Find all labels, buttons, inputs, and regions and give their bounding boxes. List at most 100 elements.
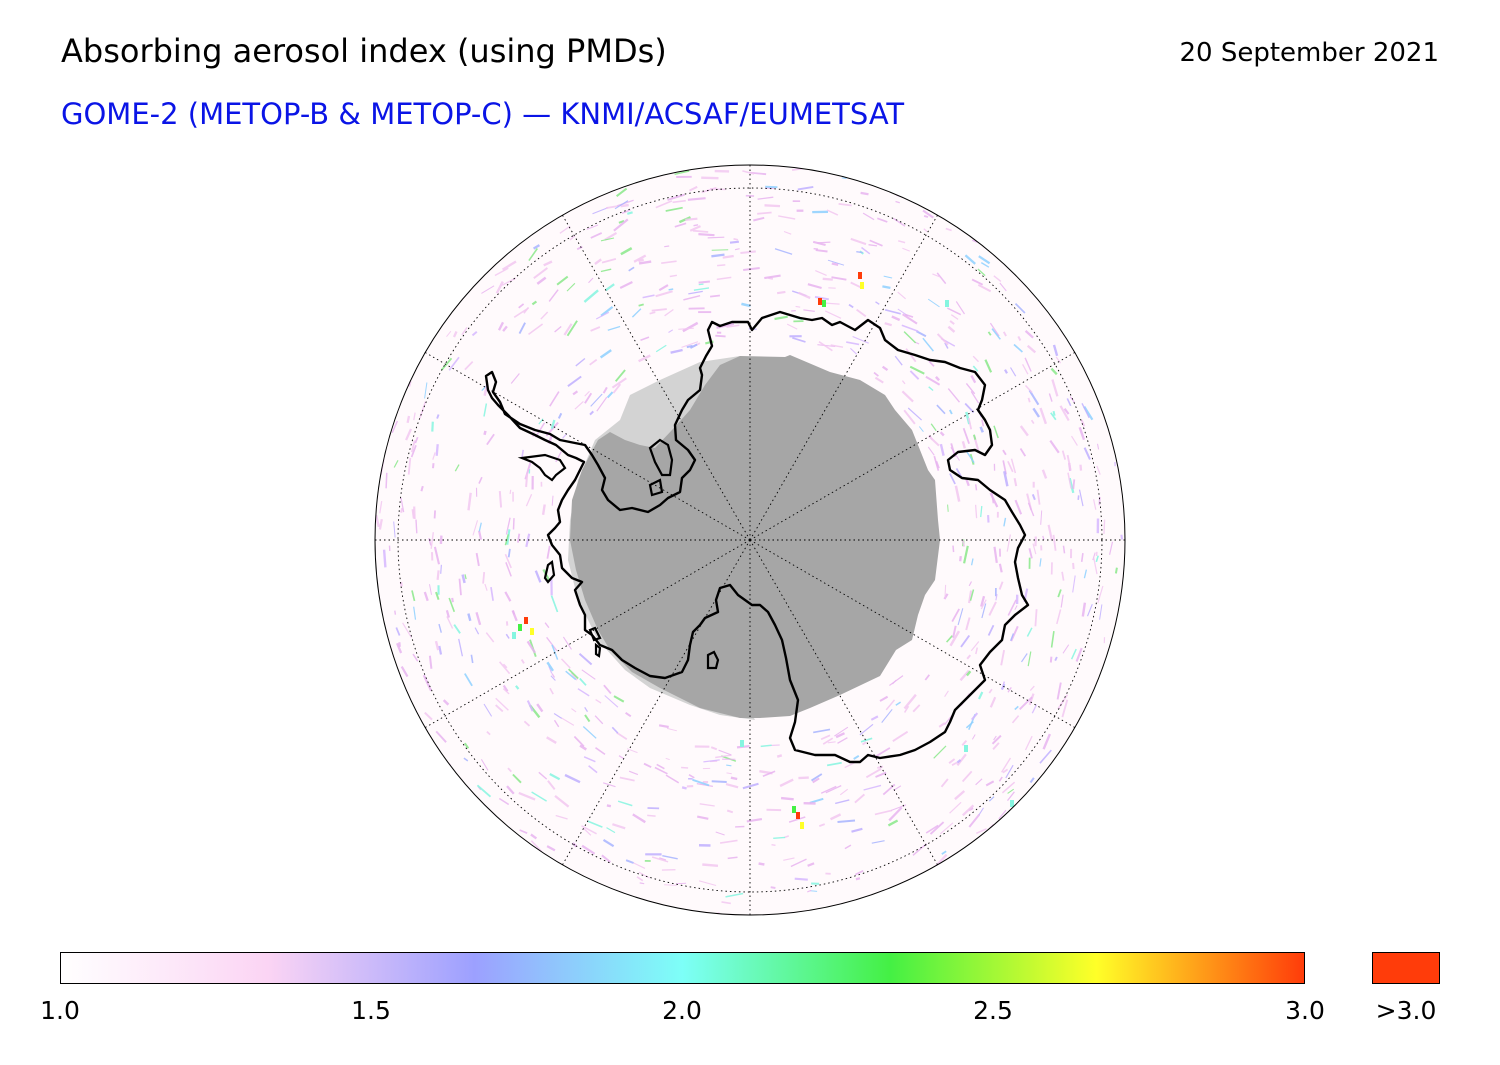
aerosol-streak [949, 320, 955, 325]
aerosol-streak [988, 688, 993, 694]
aerosol-streak [948, 409, 953, 415]
aerosol-streak [616, 731, 628, 740]
aerosol-streak [534, 570, 542, 583]
island [706, 650, 720, 670]
aerosol-streak [438, 645, 443, 655]
aerosol-streak [1029, 685, 1035, 692]
aerosol-streak [1042, 733, 1052, 750]
aerosol-streak [428, 655, 433, 669]
aerosol-streak [783, 857, 795, 861]
aerosol-streak [605, 283, 615, 292]
aerosol-streak [974, 504, 978, 519]
aerosol-streak [726, 809, 734, 814]
aerosol-streak [651, 308, 667, 312]
aerosol-streak [674, 222, 687, 228]
aerosol-streak [551, 495, 554, 506]
aerosol-streak [393, 460, 399, 468]
aerosol-streak [826, 761, 842, 767]
aerosol-streak [961, 539, 966, 547]
aerosol-streak [936, 333, 949, 346]
aerosol-streak [897, 291, 906, 300]
aerosol-streak [885, 699, 896, 711]
aerosol-streak [963, 545, 969, 564]
aerosol-streak [1039, 407, 1048, 425]
aerosol-streak [446, 330, 452, 338]
aerosol-streak [904, 313, 914, 318]
aerosol-streak [1054, 656, 1058, 662]
aerosol-streak [400, 497, 405, 513]
aerosol-streak [826, 209, 839, 216]
aerosol-streak [620, 203, 629, 208]
aerosol-streak [956, 759, 962, 764]
aerosol-streak [848, 303, 854, 309]
aerosol-streak [606, 804, 612, 808]
aerosol-streak [701, 176, 719, 180]
aerosol-streak [687, 197, 706, 201]
aerosol-streak [525, 473, 529, 488]
aerosol-streak [980, 262, 990, 268]
aerosol-streak [566, 282, 576, 292]
aerosol-streak [922, 209, 934, 219]
aerosol-streak [581, 825, 597, 835]
aerosol-streak [715, 754, 732, 759]
aerosol-streak [436, 414, 440, 419]
aerosol-streak [971, 734, 976, 740]
aerosol-streak [948, 758, 956, 764]
aerosol-streak [414, 436, 419, 444]
aerosol-streak [575, 357, 586, 367]
aerosol-streak [774, 315, 788, 321]
aerosol-streak [930, 423, 937, 432]
aerosol-streak [784, 835, 790, 839]
aerosol-streak [668, 329, 674, 333]
aerosol-streak [474, 627, 480, 635]
aerosol-streak [1017, 335, 1022, 341]
aerosol-streak [515, 685, 520, 690]
aerosol-streak [1031, 494, 1036, 501]
aerosol-streak [850, 237, 867, 246]
aerosol-streak [600, 237, 615, 242]
aerosol-streak [1066, 454, 1072, 471]
aerosol-streak [770, 886, 776, 889]
aerosol-streak [555, 814, 568, 820]
aerosol-streak [979, 426, 984, 433]
aerosol-streak [600, 305, 614, 317]
aerosol-hotspot [518, 624, 522, 631]
aerosol-streak [758, 862, 765, 866]
aerosol-streak [970, 375, 977, 384]
aerosol-streak [601, 854, 612, 863]
aerosol-streak [638, 871, 650, 879]
aerosol-streak [928, 360, 935, 367]
aerosol-streak [669, 274, 678, 278]
aerosol-streak [625, 859, 634, 864]
aerosol-streak [579, 744, 587, 751]
aerosol-streak [693, 287, 710, 291]
aerosol-streak [702, 863, 719, 867]
aerosol-streak [928, 386, 934, 392]
aerosol-streak [549, 687, 554, 695]
aerosol-streak [463, 742, 470, 749]
aerosol-streak [1059, 405, 1070, 422]
aerosol-streak [696, 815, 709, 820]
aerosol-streak [822, 277, 833, 281]
aerosol-streaks [375, 167, 1124, 915]
aerosol-streak [970, 641, 980, 652]
aerosol-streak [512, 518, 515, 530]
aerosol-streak [379, 500, 383, 514]
aerosol-streak [954, 485, 961, 502]
aerosol-streak [733, 238, 739, 241]
aerosol-streak [725, 783, 739, 789]
aerosol-streak [464, 574, 467, 580]
aerosol-streak [786, 323, 798, 330]
aerosol-streak [638, 260, 652, 265]
aerosol-streak [588, 765, 598, 774]
aerosol-streak [636, 876, 644, 882]
aerosol-streak [485, 632, 495, 643]
aerosol-streak [582, 827, 592, 836]
aerosol-streak [611, 377, 627, 389]
aerosol-streak [452, 331, 458, 338]
aerosol-streak [698, 280, 711, 284]
aerosol-streak [1040, 510, 1043, 525]
aerosol-streak [827, 741, 836, 744]
aerosol-streak [642, 294, 655, 299]
aerosol-streak [734, 248, 740, 251]
